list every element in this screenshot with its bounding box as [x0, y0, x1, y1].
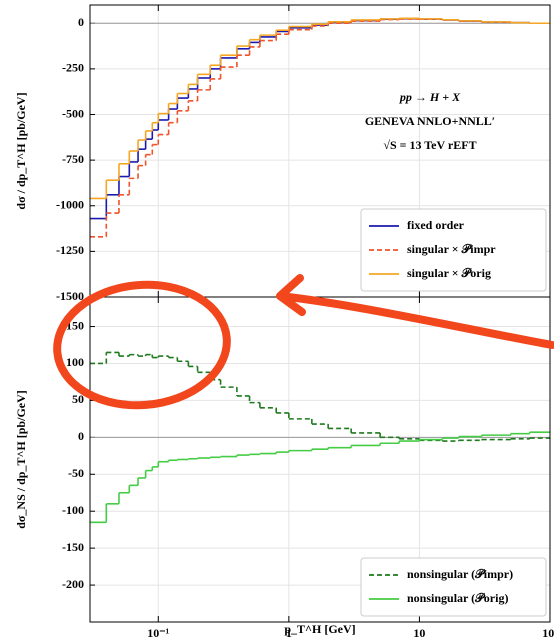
y-tick-label: 0 — [78, 429, 84, 443]
x-tick-label: 10 — [413, 626, 425, 639]
y-tick-label: 0 — [78, 15, 84, 29]
x-tick-label: 10² — [542, 626, 554, 639]
y-tick-label: -1000 — [56, 198, 84, 212]
y-tick-label: -100 — [62, 503, 84, 517]
annotation: pp → H + X — [399, 90, 461, 104]
markup-circle — [53, 280, 231, 410]
y-tick-label: -1500 — [56, 289, 84, 303]
legend-label: singular × 𝒫orig — [407, 266, 491, 280]
y-tick-label: -50 — [68, 466, 84, 480]
x-axis-label: p_T^H [GeV] — [284, 622, 355, 636]
markup-arrow — [276, 274, 554, 349]
annotation: √S = 13 TeV rEFT — [383, 138, 476, 152]
y-tick-label: -200 — [62, 577, 84, 591]
y-tick-label: -1250 — [56, 243, 84, 257]
legend-label: fixed order — [407, 218, 465, 232]
y-tick-label: 100 — [66, 355, 84, 369]
y-axis-label: dσ_NS / dp_T^H [pb/GeV] — [14, 390, 28, 529]
series-group — [90, 351, 550, 524]
series-group — [90, 17, 550, 238]
legend-box — [360, 557, 547, 617]
legend-box — [360, 208, 547, 292]
x-tick-label: 10⁻¹ — [147, 626, 169, 639]
y-tick-label: -500 — [62, 106, 84, 120]
y-tick-label: 50 — [72, 392, 84, 406]
legend-label: nonsingular (𝒫orig) — [407, 591, 508, 605]
frame — [89, 296, 551, 623]
x-tick-label: 1 — [286, 626, 292, 639]
legend-label: singular × 𝒫impr — [407, 242, 496, 256]
y-tick-label: -250 — [62, 61, 84, 75]
legend-label: nonsingular (𝒫impr) — [407, 567, 513, 581]
y-axis-label: dσ / dp_T^H [pb/GeV] — [14, 92, 28, 209]
y-tick-label: -750 — [62, 152, 84, 166]
annotation: GENEVA NNLO+NNLL′ — [365, 114, 495, 128]
y-tick-label: -150 — [62, 540, 84, 554]
